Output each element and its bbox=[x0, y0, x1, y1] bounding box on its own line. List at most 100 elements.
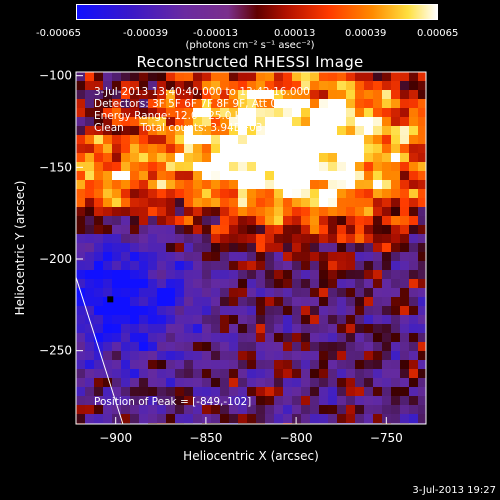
heatmap-cell bbox=[166, 279, 176, 289]
heatmap-cell bbox=[391, 297, 401, 307]
heatmap-cell bbox=[139, 252, 149, 262]
heatmap-cell bbox=[211, 396, 221, 406]
heatmap-cell bbox=[391, 279, 401, 289]
heatmap-cell bbox=[130, 378, 140, 388]
heatmap-cell bbox=[292, 99, 302, 109]
heatmap-cell bbox=[94, 360, 104, 370]
heatmap-cell bbox=[418, 171, 426, 181]
heatmap-cell bbox=[337, 180, 347, 190]
heatmap-cell bbox=[121, 315, 131, 325]
heatmap-cell bbox=[247, 72, 257, 82]
heatmap-cell bbox=[112, 207, 122, 217]
heatmap-cell bbox=[409, 297, 419, 307]
colorbar-tick: -0.00065 bbox=[36, 28, 81, 39]
heatmap-cell bbox=[148, 162, 158, 172]
heatmap-cell bbox=[238, 378, 248, 388]
heatmap-cell bbox=[283, 288, 293, 298]
heatmap-cell bbox=[382, 198, 392, 208]
heatmap-cell bbox=[130, 261, 140, 271]
heatmap-cell bbox=[355, 117, 365, 127]
heatmap-cell bbox=[310, 306, 320, 316]
heatmap-cell bbox=[193, 216, 203, 226]
heatmap-cell bbox=[319, 360, 329, 370]
heatmap-cell bbox=[85, 324, 95, 334]
heatmap-cell bbox=[121, 378, 131, 388]
heatmap-cell bbox=[94, 243, 104, 253]
heatmap-cell bbox=[319, 243, 329, 253]
heatmap-cell bbox=[364, 225, 374, 235]
heatmap-cell bbox=[157, 252, 167, 262]
heatmap-cell bbox=[103, 306, 113, 316]
heatmap-cell bbox=[409, 270, 419, 280]
heatmap-cell bbox=[310, 342, 320, 352]
heatmap-cell bbox=[310, 171, 320, 181]
heatmap-cell bbox=[166, 297, 176, 307]
heatmap-cell bbox=[283, 99, 293, 109]
heatmap-cell bbox=[355, 414, 365, 424]
heatmap-cell bbox=[76, 90, 86, 100]
heatmap-cell bbox=[85, 243, 95, 253]
heatmap-cell bbox=[76, 81, 86, 91]
heatmap-cell bbox=[112, 243, 122, 253]
heatmap-cell bbox=[130, 333, 140, 343]
heatmap-cell bbox=[373, 342, 383, 352]
heatmap-cell bbox=[346, 252, 356, 262]
heatmap-cell bbox=[310, 252, 320, 262]
heatmap-cell bbox=[76, 297, 86, 307]
heatmap-cell bbox=[229, 207, 239, 217]
heatmap-cell bbox=[292, 261, 302, 271]
heatmap-cell bbox=[256, 270, 266, 280]
heatmap-cell bbox=[337, 261, 347, 271]
heatmap-cell bbox=[328, 378, 338, 388]
heatmap-cell bbox=[148, 378, 158, 388]
heatmap-cell bbox=[112, 405, 122, 415]
heatmap-cell bbox=[247, 342, 257, 352]
heatmap-cell bbox=[409, 99, 419, 109]
heatmap-cell bbox=[121, 270, 131, 280]
heatmap-cell bbox=[121, 360, 131, 370]
heatmap-cell bbox=[166, 270, 176, 280]
heatmap-cell bbox=[400, 99, 410, 109]
heatmap-cell bbox=[310, 108, 320, 118]
heatmap-cell bbox=[373, 207, 383, 217]
heatmap-cell bbox=[346, 72, 356, 82]
heatmap-cell bbox=[319, 225, 329, 235]
heatmap-cell bbox=[364, 117, 374, 127]
heatmap-cell bbox=[202, 144, 212, 154]
heatmap-cell bbox=[184, 315, 194, 325]
heatmap-cell bbox=[256, 108, 266, 118]
heatmap-cell bbox=[211, 306, 221, 316]
heatmap-cell bbox=[328, 90, 338, 100]
heatmap-cell bbox=[166, 180, 176, 190]
heatmap-cell bbox=[238, 234, 248, 244]
heatmap-cell bbox=[265, 225, 275, 235]
heatmap-cell bbox=[211, 180, 221, 190]
heatmap-cell bbox=[256, 243, 266, 253]
heatmap-cell bbox=[166, 90, 176, 100]
heatmap-cell bbox=[157, 324, 167, 334]
heatmap-cell bbox=[391, 198, 401, 208]
heatmap-cell bbox=[265, 207, 275, 217]
heatmap-cell bbox=[265, 126, 275, 136]
heatmap-cell bbox=[409, 225, 419, 235]
heatmap-cell bbox=[211, 162, 221, 172]
heatmap-cell bbox=[85, 108, 95, 118]
heatmap-cell bbox=[301, 171, 311, 181]
heatmap-cell bbox=[391, 189, 401, 199]
heatmap-cell bbox=[193, 369, 203, 379]
heatmap-cell bbox=[220, 351, 230, 361]
heatmap-cell bbox=[94, 333, 104, 343]
heatmap-cell bbox=[94, 234, 104, 244]
heatmap-cell bbox=[202, 324, 212, 334]
heatmap-cell bbox=[418, 252, 426, 262]
heatmap-cell bbox=[211, 81, 221, 91]
heatmap-cell bbox=[103, 153, 113, 163]
heatmap-cell bbox=[364, 378, 374, 388]
heatmap-cell bbox=[175, 279, 185, 289]
heatmap-cell bbox=[382, 108, 392, 118]
heatmap-cell bbox=[292, 270, 302, 280]
heatmap-cell bbox=[148, 180, 158, 190]
heatmap-cell bbox=[265, 342, 275, 352]
heatmap-cell bbox=[121, 369, 131, 379]
heatmap-cell bbox=[301, 342, 311, 352]
